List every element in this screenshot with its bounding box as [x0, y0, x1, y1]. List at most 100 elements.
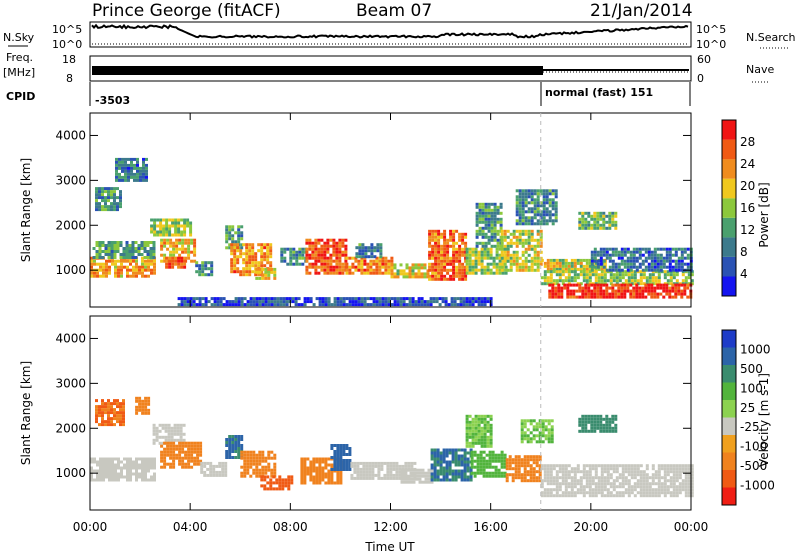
data-cell: [599, 226, 603, 230]
data-cell: [384, 265, 388, 269]
data-cell: [596, 226, 600, 230]
data-cell: [545, 201, 549, 205]
data-cell: [195, 270, 199, 274]
data-cell: [369, 303, 373, 307]
data-cell: [487, 202, 491, 206]
data-cell: [549, 464, 553, 468]
data-cell: [591, 476, 595, 480]
data-cell: [477, 268, 481, 272]
data-cell: [474, 297, 478, 301]
data-cell: [627, 488, 631, 492]
data-cell: [555, 491, 559, 495]
data-cell: [260, 475, 264, 479]
data-cell: [656, 262, 660, 266]
data-cell: [557, 286, 561, 290]
data-cell: [518, 189, 522, 193]
data-cell: [249, 474, 253, 478]
data-cell: [468, 259, 472, 263]
data-cell: [339, 450, 343, 453]
data-cell: [448, 466, 452, 470]
data-cell: [114, 259, 117, 263]
data-cell: [554, 201, 558, 205]
data-cell: [651, 479, 655, 483]
data-cell: [458, 247, 462, 251]
data-cell: [116, 196, 119, 200]
data-cell: [498, 268, 502, 272]
data-cell: [163, 241, 167, 245]
data-cell: [596, 265, 600, 269]
data-cell: [624, 476, 628, 480]
data-cell: [611, 268, 615, 272]
data-cell: [600, 476, 604, 480]
data-cell: [373, 246, 377, 250]
data-cell: [561, 482, 565, 486]
data-cell: [441, 297, 445, 301]
data-cell: [536, 213, 540, 217]
data-cell: [660, 488, 664, 492]
data-cell: [184, 250, 188, 254]
data-cell: [576, 464, 580, 468]
data-cell: [129, 472, 132, 476]
data-cell: [423, 303, 427, 307]
data-cell: [503, 229, 507, 233]
data-cell: [493, 229, 497, 233]
data-cell: [338, 241, 342, 245]
data-cell: [193, 244, 197, 248]
data-cell: [657, 273, 661, 277]
data-cell: [110, 256, 114, 259]
data-cell: [440, 274, 444, 278]
data-cell: [281, 484, 285, 488]
data-cell: [434, 244, 438, 248]
data-cell: [596, 414, 600, 418]
data-cell: [644, 250, 648, 254]
data-cell: [656, 295, 660, 299]
data-cell: [451, 457, 455, 461]
data-cell: [369, 268, 373, 272]
data-cell: [564, 485, 568, 489]
data-cell: [506, 268, 510, 272]
data-cell: [481, 217, 485, 221]
data-cell: [677, 268, 681, 272]
data-cell: [524, 238, 528, 242]
data-cell: [648, 488, 652, 492]
data-cell: [237, 453, 241, 456]
data-cell: [461, 250, 465, 254]
data-cell: [145, 157, 148, 161]
data-cell: [555, 261, 559, 265]
data-cell: [684, 473, 688, 477]
data-cell: [117, 259, 120, 263]
data-cell: [509, 268, 513, 272]
data-cell: [339, 456, 343, 459]
data-cell: [465, 423, 469, 427]
data-cell: [336, 447, 340, 450]
data-cell: [633, 276, 637, 280]
data-cell: [198, 303, 202, 307]
data-cell: [521, 253, 525, 257]
data-cell: [686, 247, 690, 251]
data-cell: [318, 469, 322, 473]
data-cell: [320, 265, 324, 269]
data-cell: [149, 253, 153, 256]
data-cell: [201, 261, 205, 265]
data-cell: [98, 202, 101, 206]
data-cell: [160, 459, 164, 463]
data-cell: [359, 476, 363, 480]
data-cell: [348, 303, 352, 307]
data-cell: [593, 426, 597, 430]
data-cell: [193, 241, 197, 245]
data-cell: [435, 297, 439, 301]
data-cell: [314, 238, 318, 242]
data-cell: [483, 417, 487, 421]
data-cell: [587, 429, 591, 433]
data-cell: [471, 417, 475, 421]
data-cell: [480, 303, 484, 307]
data-cell: [452, 277, 456, 281]
power-data-layer: [90, 157, 694, 307]
data-cell: [443, 256, 447, 260]
data-cell: [289, 256, 293, 260]
data-cell: [318, 463, 322, 467]
colorbar-frame: [721, 119, 737, 297]
data-cell: [461, 277, 465, 281]
data-cell: [163, 465, 167, 469]
data-cell: [345, 262, 349, 266]
